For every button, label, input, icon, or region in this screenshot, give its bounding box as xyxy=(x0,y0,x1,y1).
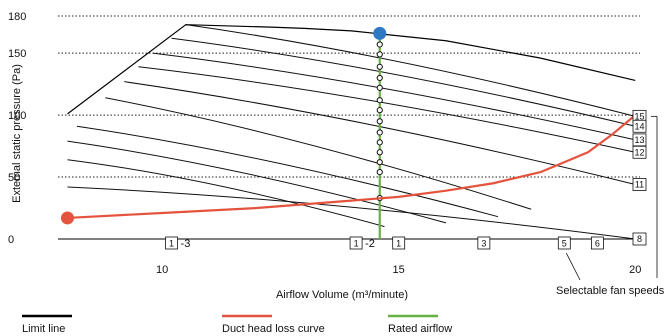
selectable-label: 1 xyxy=(354,239,359,249)
fan-speed-curve xyxy=(138,66,636,153)
selectable-box xyxy=(349,236,363,250)
fan-speed-label: 11 xyxy=(635,180,644,190)
fan-speed-curve xyxy=(67,186,636,240)
x-tick-label: 20 xyxy=(629,264,641,276)
annotation-leader xyxy=(565,252,581,281)
fan-speed-label: 12 xyxy=(634,147,644,157)
selectable-box xyxy=(477,236,491,250)
fan-speed-curve xyxy=(76,125,499,218)
rated-airflow xyxy=(373,26,387,239)
rated-marker xyxy=(376,169,383,176)
limit-line xyxy=(67,24,636,115)
rated-marker xyxy=(376,51,383,58)
y-tick-label: 150 xyxy=(8,48,26,60)
selectable-suffix: -3 xyxy=(181,238,191,250)
rated-marker xyxy=(376,41,383,48)
legend-label: Rated airflow xyxy=(388,323,452,335)
y-tick-label: 0 xyxy=(8,234,14,246)
fan-speed-curve xyxy=(105,97,532,210)
selectable-box xyxy=(557,236,571,250)
fan-speed-curves xyxy=(67,24,636,240)
rated-marker xyxy=(376,149,383,156)
gridlines xyxy=(58,15,640,240)
selectable-suffix: -2 xyxy=(365,238,375,250)
rated-marker xyxy=(376,118,383,125)
fan-speed-curve xyxy=(124,81,636,185)
duct-start-point xyxy=(60,211,74,225)
rated-marker xyxy=(376,129,383,136)
limit-line-path xyxy=(67,24,636,115)
duct-curve-path xyxy=(67,114,636,220)
legend: Limit line Duct head loss curve Rated airf… xyxy=(22,314,452,335)
rated-marker xyxy=(376,139,383,146)
y-axis-title: External static pressure (Pa) xyxy=(11,64,23,203)
x-tick-label: 10 xyxy=(156,264,168,276)
y-tick-label: 100 xyxy=(8,110,26,122)
selectable-box xyxy=(165,236,178,250)
rated-marker xyxy=(376,159,383,166)
fan-speed-curve xyxy=(67,140,447,224)
fan-speed-box xyxy=(632,145,647,159)
rated-point xyxy=(373,26,387,40)
selectable-label: 1 xyxy=(396,239,401,249)
fan-speed-box xyxy=(632,178,647,191)
fan-speed-label: 8 xyxy=(637,234,642,244)
annotation-text: Selectable fan speeds xyxy=(556,285,665,297)
fan-speed-curve xyxy=(67,159,385,228)
rated-marker xyxy=(376,63,383,70)
selectable-label: 6 xyxy=(595,239,600,249)
rated-marker xyxy=(376,84,383,91)
fan-speed-curve xyxy=(185,24,636,117)
selectable-label: 3 xyxy=(481,239,486,249)
selectable-label: 1 xyxy=(169,239,174,249)
selectable-box xyxy=(591,236,604,250)
fan-speed-curve xyxy=(152,52,636,141)
legend-label: Limit line xyxy=(22,323,65,335)
selectable-label: 5 xyxy=(562,239,567,249)
fan-speed-label: 13 xyxy=(634,135,644,145)
fan-speed-box xyxy=(632,119,647,133)
y-tick-label: 180 xyxy=(8,11,26,23)
rated-marker xyxy=(376,97,383,104)
selectable-box xyxy=(392,236,406,250)
fan-speed-curve xyxy=(171,37,636,127)
rated-marker xyxy=(376,74,383,82)
y-tick-label: 50 xyxy=(8,172,20,184)
x-axis-title: Airflow Volume (m³/minute) xyxy=(276,289,408,301)
fan-speed-box xyxy=(632,232,647,246)
x-tick-label: 15 xyxy=(393,264,405,276)
rated-marker xyxy=(376,107,383,114)
fan-speed-label: 15 xyxy=(634,112,644,122)
duct-head-loss xyxy=(60,114,636,225)
legend-label: Duct head loss curve xyxy=(222,323,325,335)
fan-speed-label: 14 xyxy=(634,121,644,131)
